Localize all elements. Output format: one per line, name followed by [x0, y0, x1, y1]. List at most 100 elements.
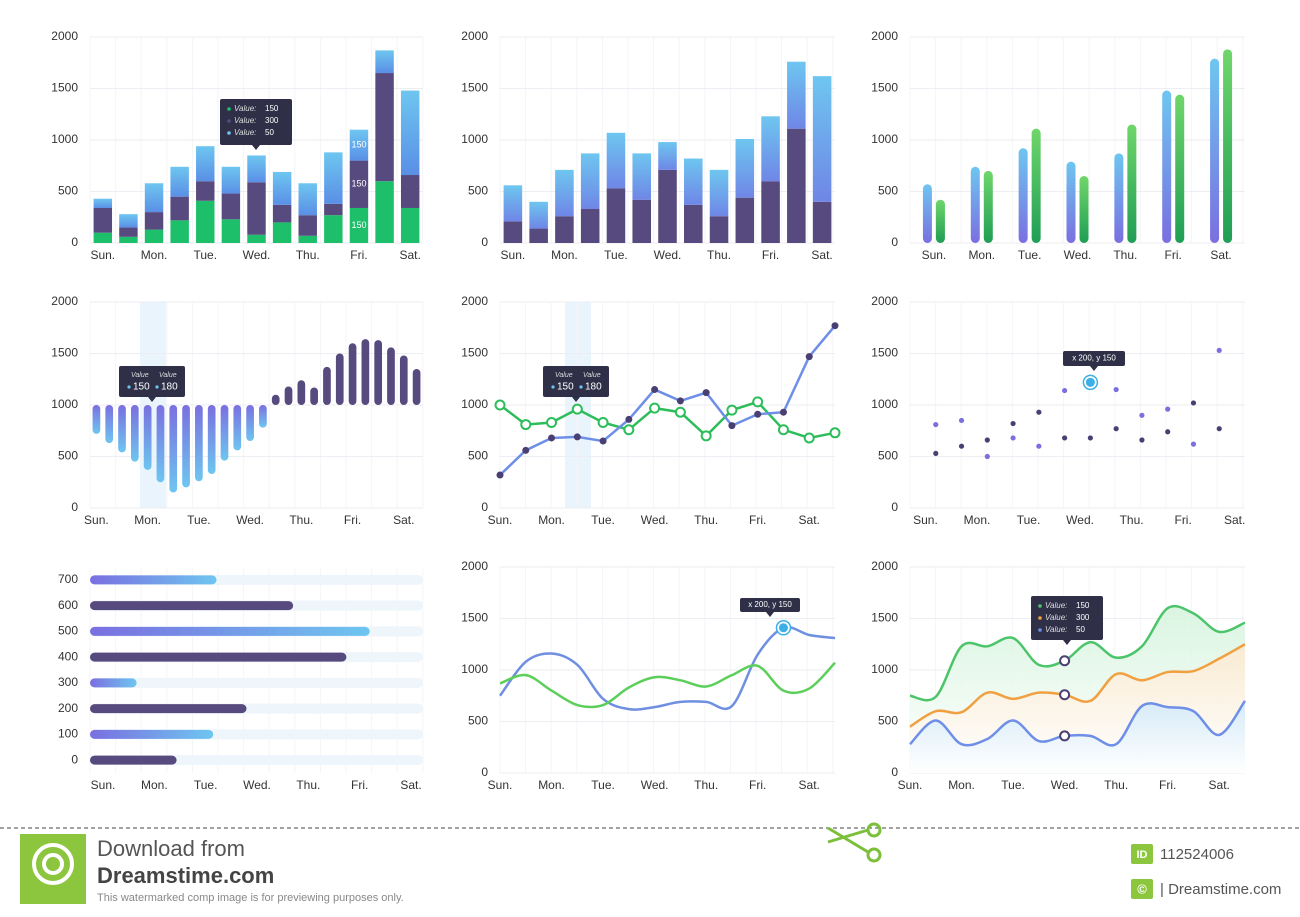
- tooltip-value: 50: [265, 128, 274, 137]
- y-tick-label: 1500: [461, 346, 488, 360]
- bar-segment: [555, 169, 574, 217]
- bar-track: [90, 677, 423, 688]
- bar: [182, 405, 190, 488]
- bar: [922, 184, 932, 243]
- bar-segment: [606, 188, 626, 243]
- line: [499, 324, 836, 476]
- marker: [573, 433, 581, 441]
- point: [1139, 437, 1145, 443]
- bar-segment: [196, 181, 215, 201]
- bar: [118, 405, 126, 453]
- x-tick-label: Tue.: [591, 513, 615, 527]
- tooltip-dot: [1038, 628, 1042, 632]
- x-tick-label: Wed.: [654, 248, 682, 262]
- tooltip-text: x 200, y 150: [1072, 354, 1116, 363]
- bar: [90, 575, 217, 585]
- highlight: [778, 623, 788, 633]
- marker: [700, 430, 712, 442]
- x-tick-label: Tue.: [187, 513, 211, 527]
- area-fill: [910, 700, 1245, 773]
- bar: [310, 387, 318, 405]
- bar-segment: [400, 90, 420, 176]
- y-tick-label: 2000: [461, 559, 488, 573]
- tooltip: [1031, 596, 1103, 640]
- x-tick-label: Sun.: [84, 513, 109, 527]
- point: [984, 437, 990, 443]
- x-tick-label: Sun.: [90, 248, 115, 262]
- bar: [1223, 49, 1233, 243]
- bar: [90, 678, 137, 688]
- bar-segment: [247, 234, 266, 243]
- bar: [361, 339, 370, 405]
- bar: [271, 394, 280, 405]
- x-tick-label: Fri.: [1159, 778, 1176, 792]
- bar-segment: [375, 50, 394, 74]
- bar-segment: [683, 158, 703, 205]
- marker: [676, 397, 684, 405]
- y-tick-label: 500: [878, 184, 898, 198]
- x-tick-label: Sat.: [799, 513, 820, 527]
- y-tick-label: 0: [891, 500, 898, 514]
- marker: [726, 404, 738, 416]
- point: [1216, 347, 1222, 354]
- y-tick-label: 500: [58, 624, 78, 638]
- tooltip-label: Value: [131, 372, 149, 379]
- x-tick-label: Sun.: [501, 248, 526, 262]
- bar: [90, 729, 214, 739]
- x-tick-label: Thu.: [296, 248, 320, 262]
- chart: 0 500 1000 1500 2000 Sun. Mon. Tue. Wed. Thu. Fri.…: [461, 559, 836, 792]
- point: [1113, 386, 1119, 393]
- bar-segment: [298, 235, 317, 243]
- tooltip: [220, 99, 292, 145]
- x-tick-label: Mon.: [538, 513, 565, 527]
- bar: [259, 405, 267, 428]
- y-tick-label: 400: [58, 649, 78, 663]
- bar-segment: [812, 76, 832, 202]
- tooltip-label: Value:: [1045, 625, 1067, 634]
- bar-segment: [144, 212, 164, 230]
- marker: [599, 437, 607, 445]
- marker: [702, 389, 710, 397]
- point: [1216, 426, 1222, 432]
- y-tick-label: 1000: [51, 132, 78, 146]
- bar-segment: [170, 166, 189, 197]
- y-tick-label: 1000: [871, 397, 898, 411]
- chart: 700 600 500 400 300 200 100 0 Sun. Mon. Tue. Wed. Th…: [58, 567, 424, 792]
- bar: [297, 380, 306, 405]
- tooltip-dot: [227, 131, 231, 135]
- bar-segment: [375, 73, 394, 182]
- y-tick-label: 1500: [51, 346, 78, 360]
- x-tick-label: Sat.: [1224, 513, 1245, 527]
- x-tick-label: Wed.: [1064, 248, 1092, 262]
- tooltip: [1063, 351, 1125, 366]
- copyright-icon: ©: [1137, 881, 1147, 896]
- bar: [983, 170, 993, 243]
- bar-segment: [632, 199, 652, 243]
- bar: [284, 386, 293, 405]
- tooltip-value: 300: [265, 116, 279, 125]
- point: [1062, 435, 1068, 441]
- marker: [571, 403, 583, 415]
- segment-label: 150: [351, 179, 366, 189]
- point: [1087, 435, 1093, 441]
- bar: [90, 755, 177, 765]
- x-tick-label: Mon.: [141, 778, 168, 792]
- marker: [754, 410, 762, 418]
- marker: [829, 427, 841, 439]
- x-tick-label: Mon.: [948, 778, 975, 792]
- scissor-blade: [827, 826, 869, 854]
- bar-segment: [812, 201, 832, 243]
- tooltip-dot: [155, 385, 159, 389]
- x-tick-label: Wed.: [641, 778, 669, 792]
- point: [1165, 429, 1171, 435]
- bar-segment: [555, 216, 574, 243]
- point: [1190, 400, 1197, 406]
- y-tick-label: 2000: [871, 29, 898, 43]
- bar: [335, 353, 344, 405]
- bar-segment: [503, 185, 523, 222]
- bar-segment: [709, 169, 729, 217]
- y-tick-label: 1500: [871, 81, 898, 95]
- point: [1036, 443, 1042, 449]
- tooltip-label: Value:: [234, 104, 256, 113]
- bar: [1162, 90, 1172, 243]
